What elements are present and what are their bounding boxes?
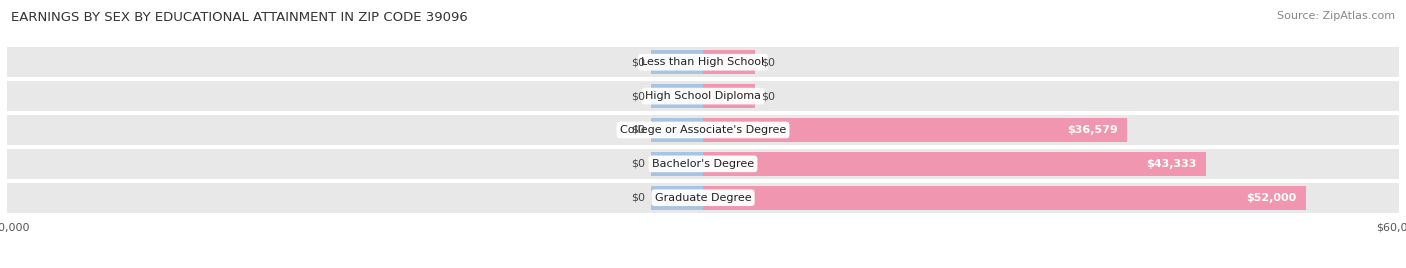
Text: $43,333: $43,333 (1146, 159, 1197, 169)
Text: $0: $0 (761, 91, 775, 101)
Bar (651, 84, 703, 108)
Text: $52,000: $52,000 (1247, 193, 1296, 203)
Bar (703, 185, 1306, 210)
Text: High School Diploma: High School Diploma (645, 91, 761, 101)
Text: $0: $0 (761, 57, 775, 67)
Bar (703, 50, 755, 75)
Bar (7, 183, 1399, 213)
Bar (7, 115, 1399, 145)
Text: $0: $0 (631, 125, 645, 135)
Text: Less than High School: Less than High School (641, 57, 765, 67)
Text: $0: $0 (631, 57, 645, 67)
Bar (651, 118, 703, 142)
Text: College or Associate's Degree: College or Associate's Degree (620, 125, 786, 135)
Text: $36,579: $36,579 (1067, 125, 1118, 135)
Text: EARNINGS BY SEX BY EDUCATIONAL ATTAINMENT IN ZIP CODE 39096: EARNINGS BY SEX BY EDUCATIONAL ATTAINMEN… (11, 11, 468, 24)
Text: $0: $0 (631, 193, 645, 203)
Text: Graduate Degree: Graduate Degree (655, 193, 751, 203)
Bar (651, 185, 703, 210)
Bar (651, 50, 703, 75)
Text: Source: ZipAtlas.com: Source: ZipAtlas.com (1277, 11, 1395, 21)
Text: Bachelor's Degree: Bachelor's Degree (652, 159, 754, 169)
Bar (651, 152, 703, 176)
Bar (7, 47, 1399, 77)
Text: $0: $0 (631, 159, 645, 169)
Bar (703, 84, 755, 108)
Bar (703, 118, 1128, 142)
Bar (7, 81, 1399, 111)
Bar (7, 149, 1399, 179)
Bar (703, 152, 1205, 176)
Text: $0: $0 (631, 91, 645, 101)
